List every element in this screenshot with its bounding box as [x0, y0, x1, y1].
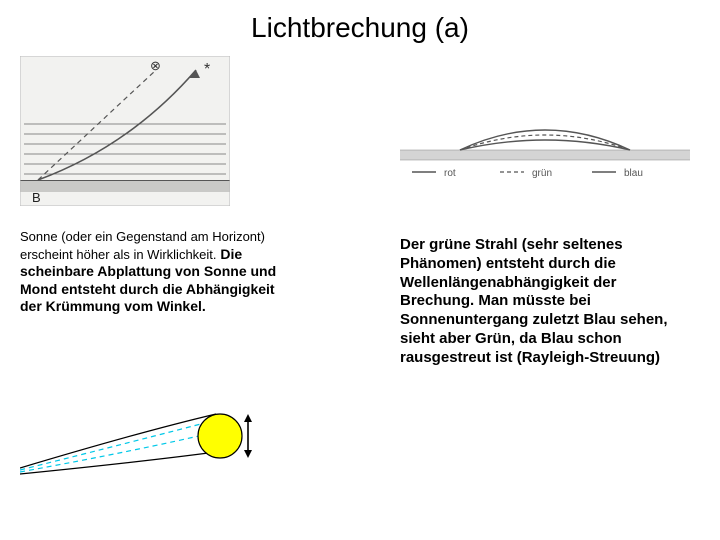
ray-top-black — [20, 414, 216, 468]
caption-right: Der grüne Strahl (sehr seltenes Phänomen… — [400, 236, 680, 367]
legend-blau: blau — [624, 168, 643, 179]
extent-arrow-up-icon — [244, 414, 252, 422]
caption-left: Sonne (oder ein Gegenstand am Horizont) … — [20, 228, 280, 316]
page-title: Lichtbrechung (a) — [0, 12, 720, 44]
arc-gruen — [460, 135, 630, 150]
ray-bot-cyan — [20, 432, 216, 472]
apparent-pos-icon: ⊗ — [150, 58, 161, 73]
ground-strip — [400, 150, 690, 160]
figure-sun-flattening — [20, 380, 280, 480]
observer-label: B — [32, 190, 41, 205]
legend-rot: rot — [444, 168, 456, 179]
figure-refraction-horizon: ⊗ * B — [20, 56, 230, 206]
figure-green-flash: rot grün blau — [400, 80, 690, 200]
arc-rot — [460, 140, 630, 150]
ray-top-cyan — [20, 420, 216, 470]
legend: rot grün blau — [412, 168, 643, 179]
legend-gruen: grün — [532, 168, 552, 179]
ground-line — [20, 180, 230, 181]
sun-icon — [198, 414, 242, 458]
star-icon: * — [204, 61, 210, 78]
extent-arrow-down-icon — [244, 450, 252, 458]
ground-band — [20, 180, 230, 192]
